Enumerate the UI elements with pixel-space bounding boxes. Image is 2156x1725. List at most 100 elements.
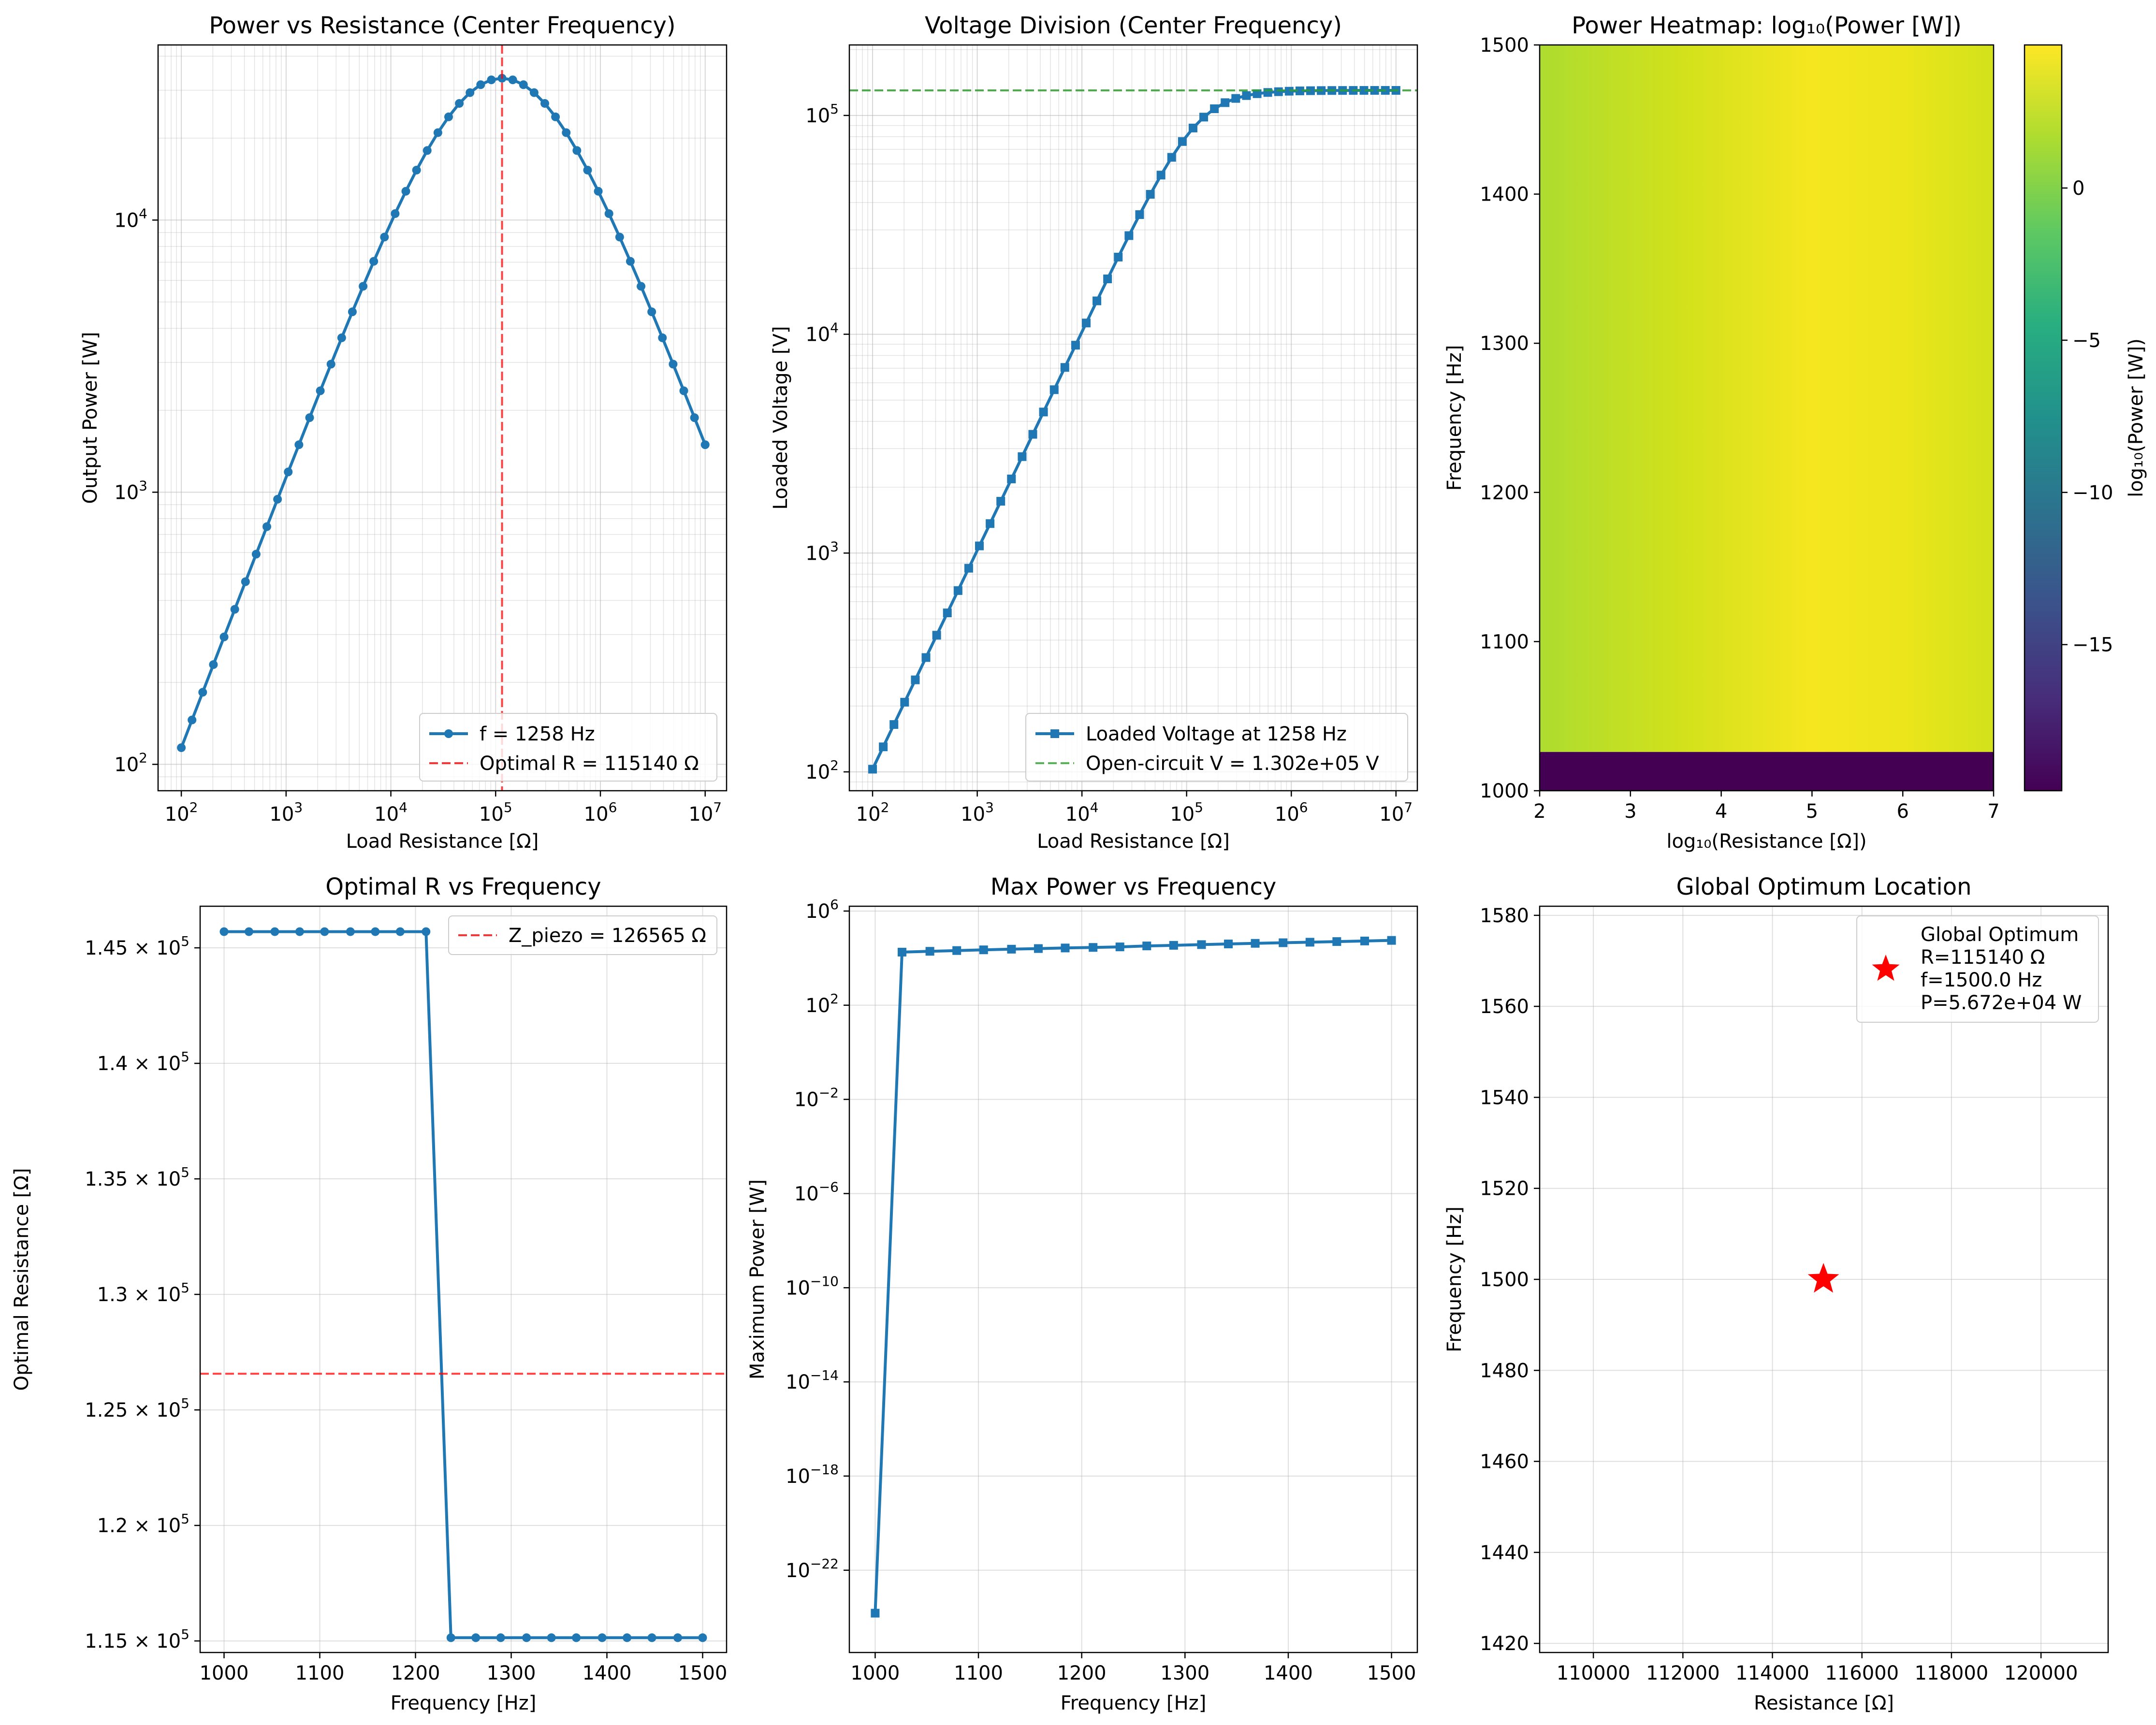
colorbar [2024,44,2063,792]
x-tick-label: 1100 [295,1662,345,1684]
data-point [476,80,485,89]
colorbar-tick-label: −15 [2072,634,2113,656]
y-tick-label: 105 [805,101,839,127]
data-point [270,927,279,936]
y-tick-label: 10−18 [786,1462,839,1488]
data-point [305,413,314,422]
data-point [658,333,667,342]
legend-label-0: f = 1258 Hz [480,723,595,745]
data-point [359,282,368,291]
data-point [241,577,250,586]
y-tick-label: 10−14 [786,1367,839,1393]
data-point [932,631,941,640]
data-point [466,88,475,97]
x-tick-label: 107 [688,799,722,826]
data-point [540,99,550,108]
y-tick-label: 1400 [1480,184,1529,206]
y-tick-label: 106 [805,897,839,923]
data-point [594,187,603,196]
x-tick-label: 102 [165,799,198,826]
data-point [637,282,646,291]
plot-frame [848,905,1418,1653]
data-point [551,112,560,121]
legend-label-line: Global Optimum [1921,924,2079,946]
plot-frame [848,44,1418,792]
data-point [219,632,229,641]
x-tick-label: 1300 [1160,1662,1209,1684]
y-tick-label: 1460 [1480,1451,1529,1473]
data-point [508,75,517,85]
legend-label-1: Open-circuit V = 1.302e+05 V [1086,753,1379,775]
data-point [320,927,329,936]
x-tick-label: 1000 [200,1662,249,1684]
data-point [1039,407,1048,417]
data-point [1359,86,1369,95]
data-point [230,605,239,614]
data-point [1370,86,1379,95]
data-point [562,128,571,137]
data-point [369,257,379,266]
data-point [1231,94,1240,103]
y-tick-label: 1.4 × 105 [97,1049,189,1075]
data-point [380,232,389,242]
heatmap-low-region [1540,752,1994,791]
data-point [316,386,325,395]
colorbar-label: log₁₀(Power [W]) [2125,338,2147,497]
data-point [1279,938,1288,947]
y-tick-label: 1200 [1480,482,1529,504]
x-tick-label: 106 [1275,799,1308,826]
data-point [262,522,272,531]
x-tick-label: 102 [856,799,889,826]
plot-frame [157,44,728,792]
x-tick-label: 1000 [851,1662,900,1684]
data-point [284,467,293,477]
x-tick-label: 118000 [1915,1662,1989,1684]
data-point [391,209,400,218]
data-point [996,497,1005,506]
data-point [1007,944,1016,954]
data-point [1007,474,1016,483]
y-tick-label: 10−2 [794,1085,839,1111]
data-point [1360,936,1369,945]
data-point [572,1633,581,1642]
y-tick-label: 102 [805,757,839,783]
x-tick-label: 1500 [678,1662,728,1684]
data-point [244,927,253,936]
data-point [1060,363,1069,372]
panel-6: 110000 112000 114000 116000 118000 120000 1420… [1443,873,2109,1714]
x-tick-label: 7 [1987,800,1999,823]
data-point [964,564,973,573]
data-point [1167,153,1176,162]
data-point [979,945,988,955]
data-point [943,609,952,618]
chart-title-4: Optimal R vs Frequency [325,873,601,900]
legend-label-line: P=5.672e+04 W [1921,992,2082,1014]
data-point [900,697,909,707]
data-point [911,675,920,684]
y-tick-label: 10−10 [786,1273,839,1299]
y-tick-label: 102 [114,750,147,776]
legend-label-line: f=1500.0 Hz [1921,969,2042,991]
data-point [889,720,899,729]
data-point [522,1633,531,1642]
y-tick-label: 1580 [1480,905,1529,927]
x-tick-label: 120000 [2004,1662,2078,1684]
plot-frame [1539,44,1995,792]
data-point [647,307,656,317]
x-axis-label-2: Load Resistance [Ω] [1037,830,1230,853]
data-point [1332,937,1341,946]
data-point [1124,231,1134,240]
data-point [177,743,186,752]
data-point [1210,104,1219,113]
data-point [444,112,453,121]
series-line [874,939,1392,1613]
data-point [1049,385,1059,394]
chart-title-5: Max Power vs Frequency [991,873,1277,900]
data-point [529,88,539,97]
optimum-star [1807,1263,1839,1293]
y-axis-label-6: Frequency [Hz] [1443,1206,1466,1352]
data-point [975,541,984,551]
data-point [647,1633,656,1642]
data-point [986,519,995,528]
